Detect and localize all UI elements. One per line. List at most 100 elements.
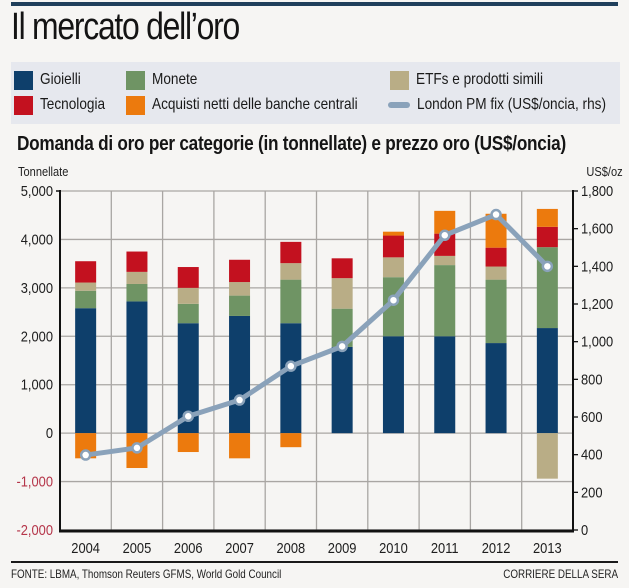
bar-segment-etf-2007: [229, 282, 251, 296]
page-title: Il mercato dell’oro: [11, 6, 240, 48]
tick-labels: 5,000 4,000 3,000 2,000 1,000 0 -1,000 -2,000 1,…: [16, 182, 613, 556]
bar-segment-monete-2005: [126, 283, 148, 302]
price-point-2004: [79, 449, 92, 461]
y2-tick-label: 1,200: [581, 295, 613, 312]
bar-segment-tecnologia-2009: [331, 258, 353, 279]
y2-tick-label: 1,400: [581, 257, 613, 274]
legend-item-banche: Acquisti netti delle banche centrali: [126, 94, 394, 116]
legend-swatch-banche: [126, 95, 145, 115]
price-point-2011: [439, 229, 451, 242]
bar-segment-gioielli-2007: [229, 315, 251, 434]
x-tick-label: 2009: [328, 539, 357, 556]
y2-axis-label: US$/oz: [586, 164, 623, 179]
legend: Gioielli Monete ETFs e prodotti simili T…: [11, 62, 620, 124]
x-tick-label: 2008: [277, 539, 306, 556]
top-rule: [11, 2, 618, 6]
x-tick-label: 2006: [174, 539, 203, 556]
bar-segment-etf-2013: [536, 433, 558, 479]
bar-segment-tecnologia-2012: [485, 247, 507, 267]
x-tick-label: 2013: [533, 539, 562, 556]
bar-segment-monete-2011: [434, 265, 456, 337]
legend-swatch-price-line: [388, 102, 410, 108]
y-tick-label: -2,000: [16, 521, 53, 538]
bar-segment-etf-2008: [280, 263, 302, 280]
bar-segment-gioielli-2004: [75, 308, 97, 434]
bottom-rule: [11, 561, 618, 563]
bar-segment-banche-2008: [280, 433, 302, 448]
y-axis-label: Tonnellate: [18, 164, 69, 179]
y-tick-label: 3,000: [21, 279, 53, 296]
bar-segment-gioielli-2013: [536, 328, 558, 434]
bar-segment-monete-2006: [177, 303, 199, 324]
price-point-2009: [336, 340, 348, 353]
bar-segment-tecnologia-2007: [229, 259, 251, 283]
y2-tick-label: 0: [581, 521, 588, 538]
bar-segment-tecnologia-2004: [75, 261, 97, 283]
y-tick-label: -1,000: [16, 473, 53, 490]
bar-segment-banche-2006: [177, 433, 199, 453]
legend-label: ETFs e prodotti simili: [416, 71, 543, 88]
legend-item-tecnologia: Tecnologia: [14, 94, 117, 116]
bar-segment-etf-2011: [434, 255, 456, 266]
price-point-2008: [285, 360, 297, 372]
x-tick-label: 2007: [225, 539, 254, 556]
legend-label: Monete: [152, 71, 198, 88]
price-point-2010: [387, 294, 400, 306]
y-tick-label: 1,000: [21, 376, 53, 393]
price-line: [79, 208, 554, 461]
bars: [75, 208, 558, 479]
chart-title: Domanda di oro per categorie (in tonnell…: [17, 133, 566, 155]
y2-tick-label: 200: [581, 483, 603, 500]
legend-swatch-gioielli: [14, 70, 33, 90]
axes: [56, 190, 578, 533]
x-tick-label: 2012: [482, 539, 511, 556]
bar-segment-monete-2004: [75, 290, 97, 309]
bar-segment-monete-2009: [331, 308, 353, 347]
y-tick-label: 5,000: [21, 182, 53, 199]
bar-segment-etf-2009: [331, 278, 353, 309]
legend-item-gioielli: Gioielli: [14, 69, 88, 91]
legend-item-monete: Monete: [126, 69, 205, 91]
legend-swatch-tecnologia: [14, 95, 33, 115]
legend-item-etf: ETFs e prodotti simili: [390, 69, 565, 91]
bar-segment-gioielli-2006: [177, 323, 199, 434]
y2-tick-label: 1,000: [581, 333, 613, 350]
legend-label: London PM fix (US$/oncia, rhs): [417, 96, 606, 113]
y-tick-label: 4,000: [21, 230, 53, 247]
bar-segment-etf-2005: [126, 271, 148, 284]
bar-segment-gioielli-2009: [331, 346, 353, 434]
bar-segment-tecnologia-2006: [177, 267, 199, 288]
x-tick-label: 2010: [379, 539, 408, 556]
bar-segment-tecnologia-2008: [280, 241, 302, 264]
bar-segment-tecnologia-2005: [126, 251, 148, 272]
price-point-2006: [182, 410, 194, 422]
legend-swatch-etf: [390, 70, 409, 90]
legend-label: Acquisti netti delle banche centrali: [152, 96, 358, 113]
legend-label: Tecnologia: [40, 96, 106, 113]
bar-segment-gioielli-2011: [434, 336, 456, 434]
legend-item-price: London PM fix (US$/oncia, rhs): [388, 94, 629, 116]
y2-tick-label: 800: [581, 370, 603, 387]
bar-segment-etf-2012: [485, 266, 507, 280]
price-point-2013: [541, 260, 554, 273]
bar-segment-etf-2010: [382, 257, 404, 278]
price-point-2007: [233, 394, 246, 406]
bar-segment-gioielli-2010: [382, 336, 404, 434]
bar-segment-banche-2010: [382, 231, 404, 236]
legend-swatch-monete: [126, 70, 145, 90]
x-tick-label: 2011: [431, 539, 459, 556]
bar-segment-banche-2013: [536, 208, 558, 227]
price-point-2005: [131, 442, 143, 454]
price-point-2012: [490, 208, 502, 221]
publisher-name: CORRIERE DELLA SERA: [503, 567, 618, 581]
bar-segment-etf-2004: [75, 282, 97, 291]
bar-segment-tecnologia-2010: [382, 235, 404, 258]
source-note: FONTE: LBMA, Thomson Reuters GFMS, World…: [11, 567, 282, 581]
y2-tick-label: 600: [581, 408, 603, 425]
bar-segment-banche-2007: [229, 433, 251, 459]
y2-tick-label: 1,600: [581, 220, 613, 237]
y-tick-label: 2,000: [21, 327, 53, 344]
y-tick-label: 0: [46, 424, 53, 441]
legend-label: Gioielli: [40, 71, 81, 88]
